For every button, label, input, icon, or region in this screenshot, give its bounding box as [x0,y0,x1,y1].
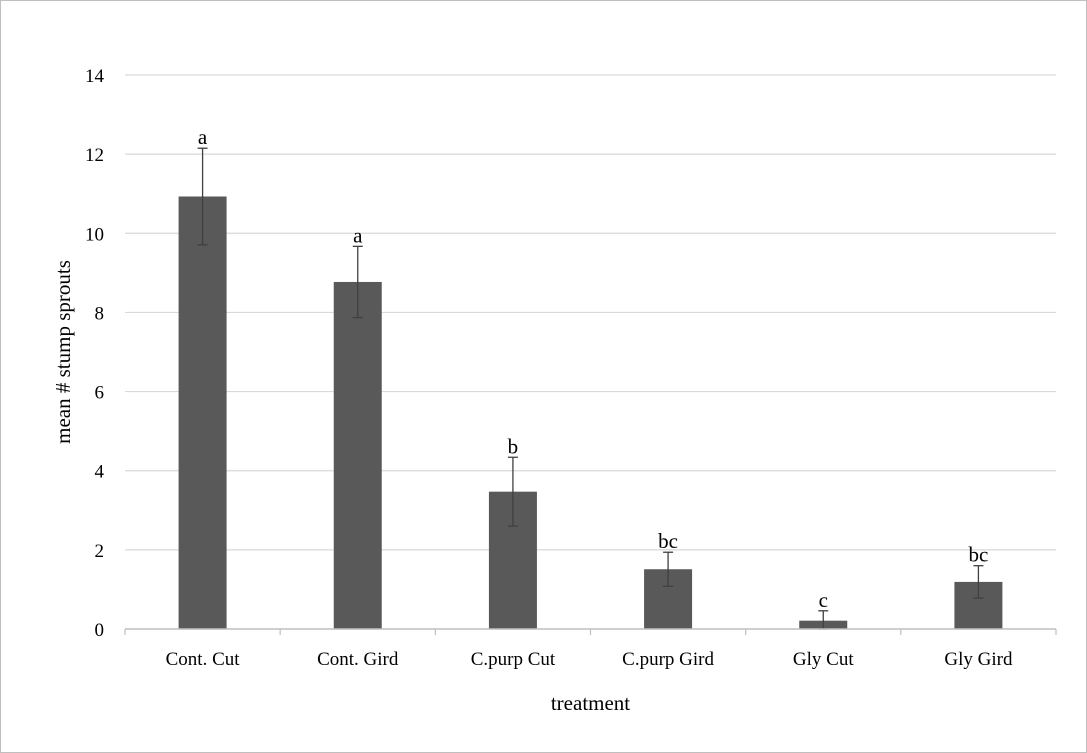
significance-label: a [198,125,208,149]
y-tick-label: 6 [95,383,105,404]
x-tick-label: C.purp Gird [622,649,714,670]
error-bars [197,147,984,630]
y-tick-label: 12 [85,145,104,166]
gridlines [124,74,1057,635]
x-tick-label: C.purp Cut [471,649,556,670]
significance-labels: a a b bc c bc [198,125,988,612]
bar [178,196,227,629]
significance-label: a [353,223,363,247]
significance-label: c [819,588,828,612]
x-tick-label: Gly Cut [793,649,854,670]
y-tick-label: 0 [95,620,105,641]
bar [333,281,382,629]
significance-label: bc [658,529,678,553]
y-tick-label: 4 [95,462,105,483]
significance-label: b [508,434,519,458]
y-tick-label: 2 [95,541,105,562]
significance-label: bc [969,543,989,567]
y-tick-label: 10 [85,224,104,245]
x-axis-title: treatment [551,691,630,715]
x-tick-label: Gly Gird [944,649,1013,670]
y-tick-label: 14 [85,66,105,87]
x-tick-label: Cont. Cut [166,649,241,670]
y-tick-label: 8 [95,303,105,324]
bars [178,196,1003,629]
x-tick-label: Cont. Gird [317,649,399,670]
y-axis-title: mean # stump sprouts [51,260,75,444]
y-tick-labels: 0 2 4 6 8 10 12 14 [85,66,105,641]
x-tick-labels: Cont. Cut Cont. Gird C.purp Cut C.purp Gird… [166,649,1013,670]
